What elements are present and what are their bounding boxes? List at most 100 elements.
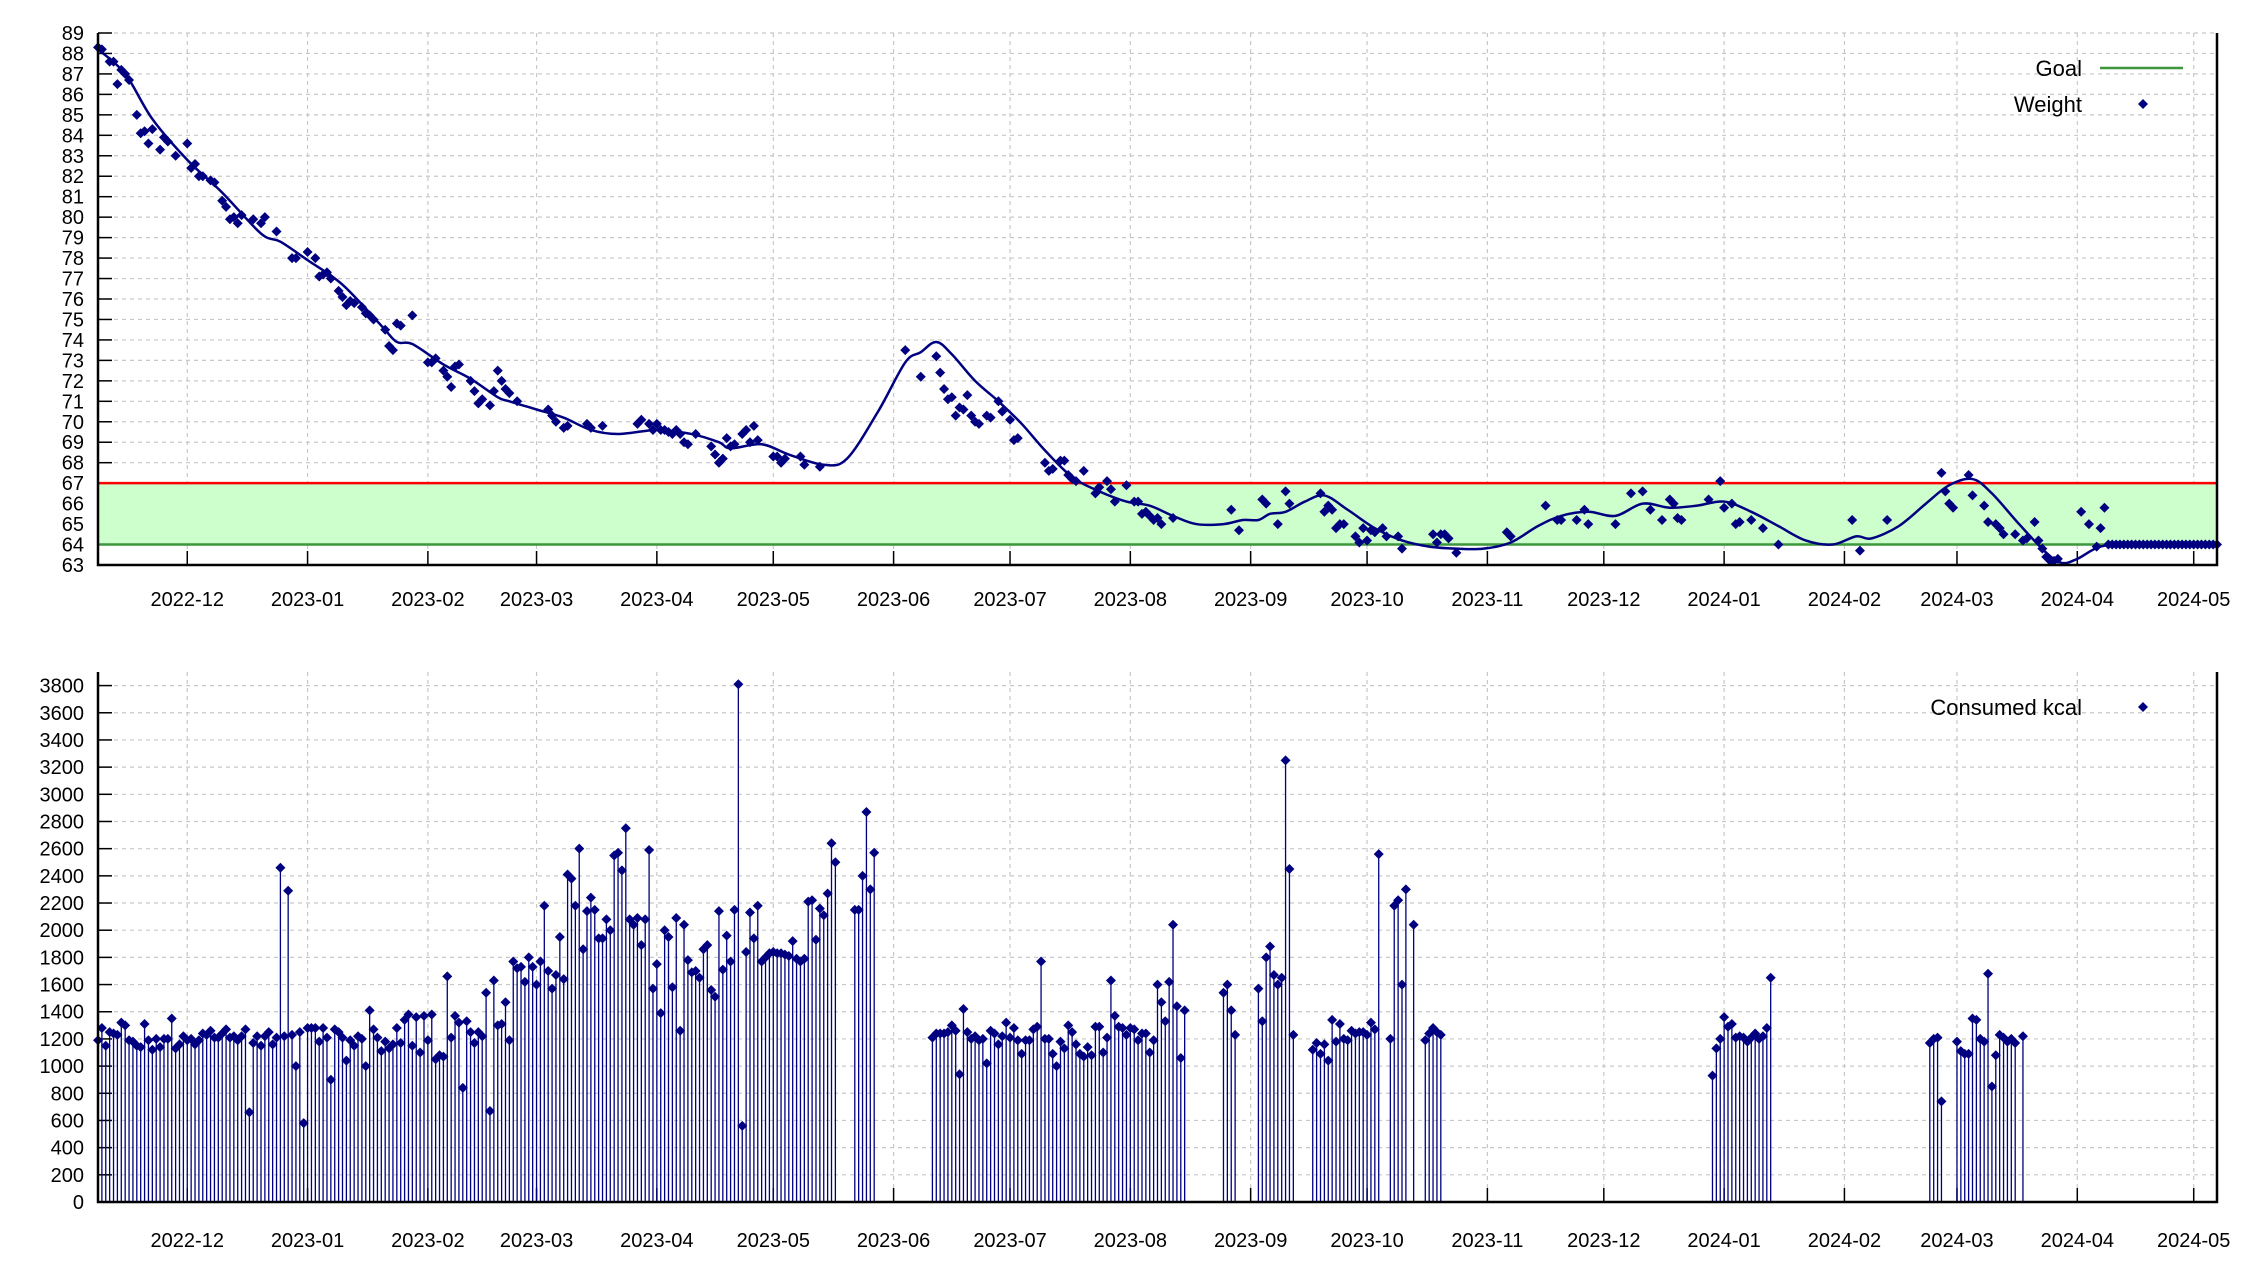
weight-point (1078, 465, 1089, 476)
kcal-point (500, 997, 511, 1008)
kcal-point (1008, 1023, 1019, 1034)
weight-point (675, 429, 686, 440)
kcal-point (682, 955, 693, 966)
kcal-point (1265, 941, 1276, 952)
weight-point (349, 298, 360, 309)
x-tick-label: 2023-11 (1451, 589, 1523, 611)
weight-point (484, 400, 495, 411)
weight-point (985, 412, 996, 423)
kcal-point (457, 1082, 468, 1093)
y-tick-label: 2800 (40, 811, 85, 833)
kcal-point (360, 1061, 371, 1072)
kcal-point (585, 892, 596, 903)
weight-point (1948, 502, 1959, 513)
weight-point (1152, 512, 1163, 523)
weight-point (814, 461, 825, 472)
weight-point (182, 138, 193, 149)
weight-point (745, 437, 755, 448)
kcal-point (1109, 1010, 1120, 1021)
kcal-point (865, 884, 876, 895)
kcal-point (942, 1027, 953, 1038)
weight-point (795, 451, 806, 462)
weight-point (1327, 504, 1338, 515)
weight-point (741, 424, 752, 435)
kcal-point (337, 1032, 348, 1043)
y-tick-label: 71 (62, 391, 84, 413)
y-tick-label: 86 (62, 84, 84, 106)
weight-point (465, 375, 476, 386)
kcal-point (162, 1033, 173, 1044)
y-tick-label: 1800 (40, 947, 85, 969)
kcal-point (558, 974, 569, 985)
weight-point (1319, 506, 1330, 517)
kcal-point (256, 1040, 266, 1051)
kcal-point (1218, 987, 1229, 998)
kcal-point (981, 1058, 992, 1069)
x-tick-label: 2023-06 (857, 589, 930, 611)
kcal-point (1272, 979, 1283, 990)
weight-point (562, 420, 573, 431)
x-tick-label: 2023-09 (1214, 589, 1287, 611)
weight-point (1676, 514, 1687, 525)
weight-point (1315, 488, 1326, 499)
kcal-point (605, 925, 616, 936)
kcal-point (1047, 1048, 1058, 1059)
y-tick-label: 0 (73, 1192, 84, 1214)
kcal-point (1986, 1081, 1997, 1092)
weight-point (131, 109, 142, 120)
weight-point (1059, 455, 1070, 466)
weight-point (1715, 476, 1726, 487)
kcal-point (1707, 1070, 1718, 1081)
kcal-point (341, 1055, 352, 1066)
weight-point (1579, 504, 1590, 515)
weight-point (1397, 543, 1407, 554)
kcal-point (1761, 1023, 1772, 1034)
weight-point (356, 302, 367, 313)
y-tick-label: 1600 (40, 975, 85, 997)
kcal-point (807, 895, 818, 906)
kcal-point (407, 1040, 418, 1051)
weight-point (228, 212, 239, 223)
kcal-point (822, 888, 833, 899)
weight-point (706, 441, 717, 452)
kcal-point (221, 1024, 232, 1035)
kcal-point (694, 972, 705, 983)
weight-point (321, 267, 332, 278)
weight-point (2095, 523, 2106, 534)
weight-point (337, 291, 348, 302)
kcal-point (1765, 972, 1776, 983)
kcal-point (613, 847, 624, 858)
weight-point (492, 365, 503, 376)
weight-point (1726, 498, 1737, 509)
kcal-point (193, 1035, 204, 1046)
weight-point (477, 394, 488, 405)
kcal-point (721, 930, 732, 941)
kcal-point (1001, 1017, 1012, 1028)
weight-point (453, 359, 464, 370)
kcal-point (1319, 1039, 1330, 1050)
weight-point (1746, 514, 1757, 525)
kcal-point (1168, 919, 1179, 930)
kcal-point (745, 907, 755, 918)
weight-point (2083, 519, 2094, 530)
weight-point (547, 410, 558, 421)
weight-point (993, 396, 1004, 407)
kcal-point (620, 823, 631, 834)
kcal-point (120, 1020, 131, 1031)
weight-point (1156, 519, 1167, 530)
kcal-point (1160, 1016, 1171, 1027)
kcal-point (706, 985, 717, 995)
weight-point (2076, 506, 2087, 517)
y-tick-label: 400 (51, 1138, 84, 1160)
x-tick-label: 2024-05 (2157, 1230, 2230, 1252)
kcal-point (1420, 1035, 1431, 1046)
weight-point (682, 439, 693, 450)
kcal-point (1315, 1048, 1326, 1059)
x-tick-label: 2022-12 (151, 1230, 224, 1252)
kcal-point (151, 1033, 162, 1044)
kcal-point (174, 1039, 185, 1050)
kcal-point (112, 1029, 123, 1040)
kcal-point (640, 914, 651, 925)
y-tick-label: 67 (62, 473, 84, 495)
